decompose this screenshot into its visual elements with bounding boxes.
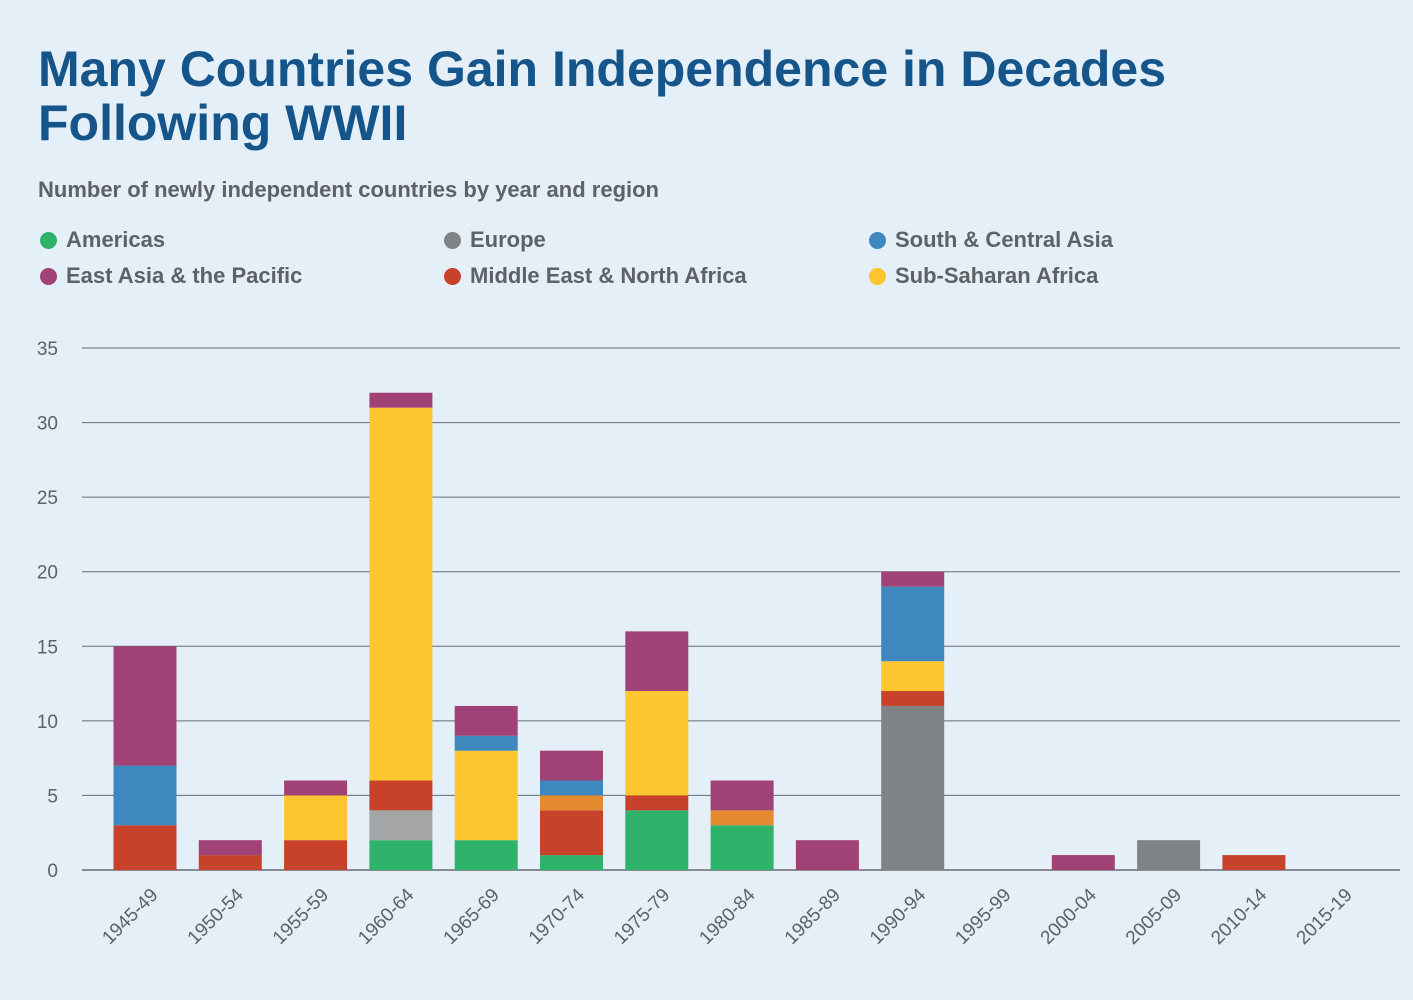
legend-swatch-south-central-asia [869, 231, 886, 249]
legend-label-americas: Americas [66, 227, 166, 252]
legend-swatch-europe [444, 231, 461, 249]
bar-segment-1975-79-middle-east-north-africa [625, 795, 689, 811]
bar-segment-1960-64-east-asia-the-pacific [369, 392, 433, 408]
legend-item-south-central-asia: South & Central Asia [869, 227, 1113, 253]
bar-segment-1985-89-east-asia-the-pacific [795, 840, 859, 870]
x-tick-label: 1980-84 [695, 884, 759, 948]
bar-segment-1970-74-south-central-asia [540, 780, 603, 796]
legend-swatch-americas [40, 231, 57, 249]
y-tick-label: 20 [37, 563, 58, 584]
bar-segment-1960-64-middle-east-north-africa [369, 780, 433, 811]
bar-segment-1965-69-sub-saharan-africa [454, 750, 518, 841]
bar-segment-2010-14-middle-east-north-africa [1222, 855, 1286, 870]
legend-swatch-middle-east-north-africa [444, 267, 461, 285]
y-tick-label: 30 [37, 414, 58, 435]
legend-label-europe: Europe [470, 227, 546, 252]
bar-segment-1980-84-americas [710, 825, 774, 870]
bar-segment-1970-74-series-4 [540, 795, 603, 811]
bar-segment-1970-74-middle-east-north-africa [540, 810, 603, 856]
legend-item-east-asia-pacific: East Asia & the Pacific [40, 263, 302, 289]
bar-segment-1965-69-east-asia-the-pacific [454, 705, 518, 736]
bar-segment-1965-69-americas [454, 840, 518, 870]
bar-segment-1975-79-east-asia-the-pacific [625, 631, 689, 692]
x-tick-label: 1960-64 [354, 884, 418, 948]
legend-item-europe: Europe [444, 227, 546, 253]
bar-segment-1960-64-americas [369, 840, 433, 870]
chart-title: Many Countries Gain Independence in Deca… [38, 41, 1167, 151]
bar-segment-1960-64-sub-saharan-africa [369, 407, 433, 781]
x-tick-label: 2000-04 [1037, 884, 1101, 948]
bar-segment-1990-94-south-central-asia [881, 586, 945, 662]
bar-segment-1975-79-sub-saharan-africa [625, 691, 689, 796]
x-tick-label: 1975-79 [610, 885, 674, 949]
legend-item-sub-saharan-africa: Sub-Saharan Africa [869, 263, 1098, 289]
x-tick-label: 1950-54 [184, 884, 248, 948]
legend-label-south-central-asia: South & Central Asia [895, 227, 1113, 252]
legend-item-americas: Americas [40, 227, 165, 253]
legend-label-sub-saharan-africa: Sub-Saharan Africa [895, 263, 1099, 288]
x-tick-label: 2005-09 [1122, 885, 1186, 949]
bar-segment-2000-04-east-asia-the-pacific [1051, 855, 1115, 870]
x-tick-label: 1965-69 [440, 885, 504, 949]
bar-segment-1945-49-middle-east-north-africa [113, 825, 177, 870]
bar-segment-1990-94-middle-east-north-africa [881, 691, 945, 706]
legend-swatch-sub-saharan-africa [869, 267, 886, 285]
y-tick-label: 0 [47, 861, 58, 882]
legend-swatch-east-asia-pacific [40, 267, 57, 285]
bar-segment-2005-09-europe [1137, 840, 1201, 870]
bar-segment-1945-49-east-asia-the-pacific [113, 646, 177, 766]
bar-segment-1990-94-europe [881, 705, 945, 870]
legend-item-middle-east-north-africa: Middle East & North Africa [444, 263, 747, 289]
y-tick-label: 35 [37, 339, 58, 360]
x-tick-label: 1995-99 [951, 885, 1015, 949]
bar-segment-1990-94-sub-saharan-africa [881, 661, 945, 692]
bars [113, 392, 1286, 870]
bar-segment-1980-84-east-asia-the-pacific [710, 780, 774, 811]
x-tick-label: 1970-74 [525, 884, 589, 948]
bar-segment-1955-59-middle-east-north-africa [284, 840, 348, 870]
legend-label-middle-east-north-africa: Middle East & North Africa [470, 263, 747, 288]
chart-subtitle: Number of newly independent countries by… [38, 177, 659, 202]
x-tick-label: 2010-14 [1207, 884, 1271, 948]
bar-segment-1955-59-sub-saharan-africa [284, 795, 348, 841]
bar-segment-1970-74-east-asia-the-pacific [540, 750, 603, 781]
bar-segment-1960-64-series-1 [369, 810, 433, 841]
bar-segment-1950-54-middle-east-north-africa [198, 855, 262, 870]
y-tick-label: 25 [37, 488, 58, 509]
bar-segment-1945-49-south-central-asia [113, 765, 177, 826]
y-tick-label: 15 [37, 637, 58, 658]
x-tick-label: 1945-49 [98, 885, 162, 949]
y-tick-label: 5 [47, 786, 58, 807]
bar-segment-1975-79-americas [625, 810, 689, 870]
x-tick-label: 2015-19 [1293, 885, 1357, 949]
y-tick-label: 10 [37, 712, 58, 733]
x-tick-label: 1955-59 [269, 885, 333, 949]
legend-label-east-asia-pacific: East Asia & the Pacific [66, 263, 303, 288]
x-tick-label: 1985-89 [781, 885, 845, 949]
bar-segment-1990-94-east-asia-the-pacific [881, 571, 945, 587]
bar-segment-1980-84-series-4 [710, 810, 774, 826]
bar-segment-1950-54-east-asia-the-pacific [198, 840, 262, 856]
legend: Americas Europe South & Central Asia Eas… [40, 227, 1240, 307]
bar-segment-1970-74-americas [540, 855, 603, 870]
x-tick-label: 1990-94 [866, 884, 930, 948]
bar-segment-1955-59-east-asia-the-pacific [284, 780, 348, 796]
bar-segment-1965-69-south-central-asia [454, 735, 518, 751]
